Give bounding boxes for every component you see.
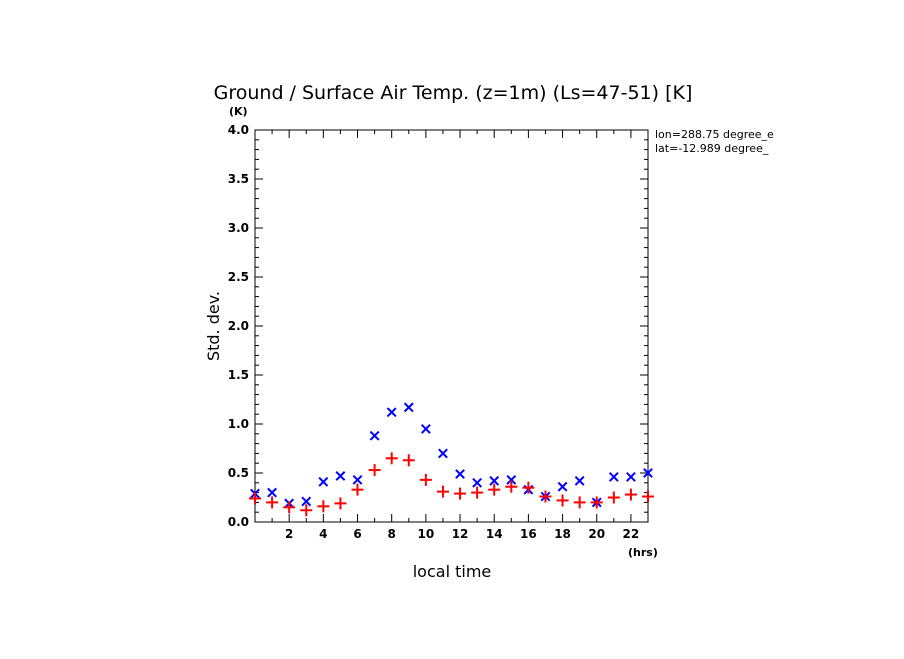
data-point (539, 490, 552, 503)
data-point (488, 483, 501, 496)
chart-title: Ground / Surface Air Temp. (z=1m) (Ls=47… (214, 82, 693, 104)
data-point (249, 492, 261, 505)
data-point (301, 496, 312, 507)
y-tick-label-3: 1.5 (228, 368, 249, 382)
data-point (489, 475, 500, 486)
data-marks (249, 402, 654, 517)
data-point (283, 501, 296, 514)
data-point (419, 473, 432, 486)
x-tick-label-6: 14 (486, 527, 503, 541)
data-point (455, 469, 465, 479)
y-axis: 0.0 0.5 1.0 1.5 2.0 2.5 3.0 3.5 4.0 (228, 123, 648, 529)
lat-annotation: lat=-12.989 degree_ (655, 142, 769, 155)
data-point (267, 487, 278, 498)
x-tick-label-8: 18 (554, 527, 571, 541)
y-tick-label-7: 3.5 (228, 172, 249, 186)
data-point (522, 481, 535, 494)
data-point (438, 448, 448, 459)
data-point (352, 474, 363, 485)
data-point (351, 483, 364, 496)
data-point (608, 472, 619, 482)
x-axis-label: local time (413, 562, 492, 581)
data-point (386, 407, 397, 418)
y-tick-label-5: 2.5 (228, 270, 249, 284)
x-tick-label-7: 16 (520, 527, 537, 541)
plot-frame (254, 129, 649, 523)
y-axis-label: Std. dev. (204, 291, 223, 361)
y-tick-label-8: 4.0 (228, 123, 249, 137)
data-point (420, 423, 431, 434)
data-point (607, 491, 620, 504)
data-point (471, 486, 484, 499)
y-tick-label-0: 0.0 (228, 515, 249, 529)
data-point (369, 430, 380, 441)
x-tick-label-9: 20 (588, 527, 605, 541)
series-0 (250, 402, 653, 509)
y-tick-label-4: 2.0 (228, 319, 249, 333)
data-point (454, 487, 467, 500)
x-tick-label-10: 22 (623, 527, 640, 541)
data-point (590, 496, 603, 509)
data-point (625, 472, 636, 482)
y-tick-label-1: 0.5 (228, 466, 249, 480)
y-unit-label: (K) (229, 105, 248, 118)
data-point (317, 500, 330, 513)
data-point (624, 488, 637, 501)
y-tick-label-2: 1.0 (228, 417, 249, 431)
data-point (385, 452, 398, 465)
x-tick-label-5: 12 (452, 527, 469, 541)
x-unit-label: (hrs) (628, 546, 658, 559)
data-point (505, 480, 518, 493)
data-point (335, 471, 346, 481)
data-point (574, 475, 585, 486)
x-tick-label-2: 6 (353, 527, 361, 541)
data-point (436, 485, 449, 498)
data-point (557, 481, 568, 492)
data-point (573, 496, 586, 509)
data-point (300, 504, 313, 517)
x-axis: 2 4 6 8 10 12 14 16 18 20 22 (271, 130, 640, 541)
x-tick-label-1: 4 (319, 527, 327, 541)
data-point (643, 468, 653, 478)
data-point (368, 464, 381, 477)
data-point (556, 494, 569, 507)
data-point (472, 477, 483, 488)
x-tick-label-0: 2 (285, 527, 293, 541)
data-point (318, 476, 329, 487)
data-point (402, 454, 415, 467)
series-1 (249, 452, 654, 517)
data-point (506, 474, 517, 485)
data-point (334, 497, 347, 510)
x-tick-label-4: 10 (418, 527, 435, 541)
data-point (642, 490, 654, 503)
y-tick-label-6: 3.0 (228, 221, 249, 235)
data-point (266, 496, 279, 509)
data-point (403, 402, 414, 413)
lon-annotation: lon=288.75 degree_e (655, 128, 774, 141)
x-tick-label-3: 8 (388, 527, 396, 541)
